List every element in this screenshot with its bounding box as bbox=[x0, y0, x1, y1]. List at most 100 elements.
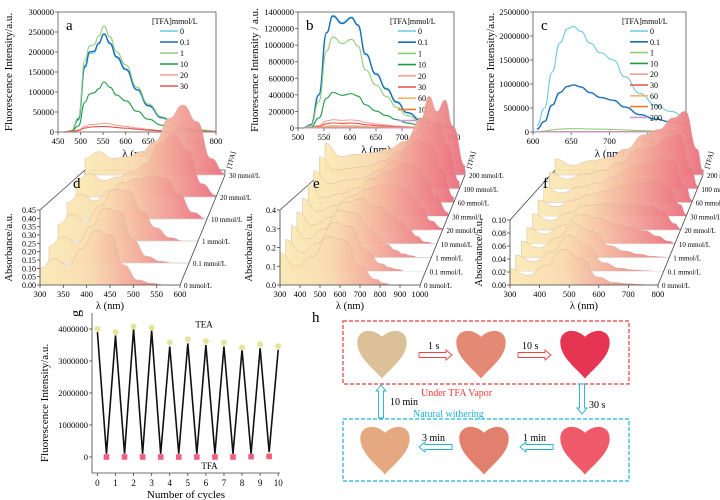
panel-label: f bbox=[543, 176, 548, 192]
y-tick-label: 0.00 bbox=[22, 281, 36, 290]
depth-axis-line bbox=[39, 169, 86, 211]
y-tick-label: 300000 bbox=[29, 7, 55, 17]
x-tick-label: 1000 bbox=[412, 289, 429, 299]
tea-marker bbox=[220, 339, 227, 346]
legend-label: 0.1 bbox=[180, 38, 190, 47]
x-tick-label: 3 bbox=[149, 478, 154, 488]
y-tick-label: 0.1 bbox=[266, 262, 276, 271]
arrow-down-30s bbox=[576, 383, 588, 415]
y-tick-label: 0.30 bbox=[22, 231, 36, 240]
y-tick-label: 800000 bbox=[269, 57, 295, 67]
arrow-right-10s bbox=[517, 349, 552, 361]
x-axis-label: λ (nm) bbox=[96, 301, 125, 312]
tea-marker bbox=[112, 329, 119, 336]
series-line-0.1 bbox=[64, 33, 217, 133]
arrow-right-1s bbox=[418, 349, 453, 361]
y-tick-label: 2500000 bbox=[499, 7, 529, 17]
y-axis-label: Fluorescence Intensity/a.u. bbox=[485, 13, 497, 131]
y-tick-label: 3000000 bbox=[58, 356, 88, 366]
arrow-left-3min bbox=[519, 441, 554, 453]
tea-marker bbox=[275, 343, 282, 350]
series-line-1 bbox=[536, 128, 687, 133]
x-tick-label: 550 bbox=[150, 289, 163, 299]
x-tick-label: 700 bbox=[396, 132, 409, 142]
label-3min: 3 min bbox=[422, 433, 445, 444]
depth-tick-label: 0.1 mmol/L bbox=[430, 268, 463, 276]
tea-marker bbox=[166, 339, 173, 346]
legend-label: 1 bbox=[180, 49, 184, 58]
tea-marker bbox=[202, 338, 209, 345]
legend-label: 100 bbox=[650, 103, 662, 112]
y-tick-label: 0.4 bbox=[266, 206, 276, 215]
panel-d-absorbance-3d-chart: 30 mmol/L 20 mmol/L 10 mmol/L 1 mmol/L 0.1 m… bbox=[4, 104, 260, 312]
depth-tick-label: 100 mmol/L bbox=[701, 186, 720, 194]
x-tick-label: 6 bbox=[204, 478, 209, 488]
y-tick-label: 0 bbox=[84, 452, 88, 462]
depth-tick-label: 1 mmol/L bbox=[202, 238, 230, 246]
y-tick-label: 0.2 bbox=[266, 244, 276, 253]
y-tick-label: 0.10 bbox=[492, 216, 506, 225]
legend-label: 30 bbox=[418, 83, 426, 92]
x-tick-label: 650 bbox=[370, 132, 383, 142]
waterfall-area-0-mmol/L bbox=[39, 229, 180, 286]
x-tick-label: 5 bbox=[186, 478, 191, 488]
x-tick-label: 650 bbox=[565, 136, 578, 146]
y-tick-label: 0.04 bbox=[492, 255, 506, 264]
depth-tick-label: 0 mmol/L bbox=[184, 282, 212, 290]
x-tick-label: 400 bbox=[533, 289, 546, 299]
heart-top-1 bbox=[456, 330, 506, 379]
panel-h-heart-diagram: h Under TFA Vapor Natural withering 1 s 10 … bbox=[312, 310, 630, 482]
legend-label: 0.1 bbox=[650, 38, 660, 47]
y-tick-label: 1500000 bbox=[499, 55, 529, 65]
label-30s: 30 s bbox=[589, 400, 606, 411]
x-tick-label: 600 bbox=[119, 136, 132, 146]
x-tick-label: 600 bbox=[527, 136, 540, 146]
y-tick-label: 0 bbox=[525, 127, 529, 137]
legend-title: [TFA]mmol/L bbox=[152, 17, 198, 26]
depth-tick-label: 30 mmol/L bbox=[452, 213, 483, 221]
x-tick-label: 0 bbox=[95, 478, 100, 488]
x-tick-label: 550 bbox=[318, 132, 331, 142]
legend-title: [TFA]mmol/L bbox=[622, 17, 668, 26]
y-tick-label: 0.25 bbox=[22, 239, 36, 248]
y-tick-label: 100000 bbox=[29, 87, 55, 97]
depth-tick-label: 1 mmol/L bbox=[673, 255, 701, 263]
x-tick-label: 600 bbox=[344, 132, 357, 142]
legend-label: 0 bbox=[180, 27, 184, 36]
panel-label: c bbox=[541, 18, 548, 34]
y-tick-label: 0.02 bbox=[492, 268, 506, 277]
depth-axis-front bbox=[657, 174, 704, 286]
y-tick-label: 0.45 bbox=[22, 206, 36, 215]
panel-label: e bbox=[313, 176, 320, 192]
y-tick-label: 2000000 bbox=[499, 31, 529, 41]
y-tick-label: 200000 bbox=[29, 47, 55, 57]
x-tick-label: 600 bbox=[592, 289, 605, 299]
y-tick-label: 400000 bbox=[269, 90, 295, 100]
panel-label: b bbox=[306, 18, 314, 34]
depth-tick-label: 30 mmol/L bbox=[690, 213, 720, 221]
x-tick-label: 300 bbox=[34, 289, 47, 299]
x-tick-label: 10 bbox=[274, 478, 284, 488]
x-tick-label: 900 bbox=[394, 289, 407, 299]
y-tick-label: 0.00 bbox=[492, 281, 506, 290]
heart-bottom-0 bbox=[360, 426, 410, 475]
x-tick-label: 9 bbox=[258, 478, 263, 488]
x-tick-label: 8 bbox=[240, 478, 245, 488]
y-tick-label: 0.20 bbox=[22, 248, 36, 257]
tfa-marker bbox=[266, 453, 272, 460]
depth-axis-label: [TFA] bbox=[703, 151, 715, 170]
panel-f-absorbance-3d-chart: 200 mmol/L 100 mmol/L 60 mmol/L 30 mmol/L 20… bbox=[474, 111, 720, 312]
y-tick-label: 4000000 bbox=[58, 324, 88, 334]
y-axis-label: Fluorescence Intensity/a.u. bbox=[3, 13, 15, 131]
x-tick-label: 500 bbox=[563, 289, 576, 299]
y-tick-label: 1000000 bbox=[58, 420, 88, 430]
depth-tick-label: 100 mmol/L bbox=[463, 186, 498, 194]
tfa-marker bbox=[194, 454, 200, 460]
x-tick-label: 550 bbox=[97, 136, 110, 146]
tea-marker bbox=[94, 326, 101, 332]
tfa-marker bbox=[248, 453, 254, 460]
x-axis-label: Number of cycles bbox=[147, 489, 225, 500]
depth-tick-label: 200 mmol/L bbox=[707, 172, 720, 180]
series-line-0 bbox=[536, 25, 687, 127]
